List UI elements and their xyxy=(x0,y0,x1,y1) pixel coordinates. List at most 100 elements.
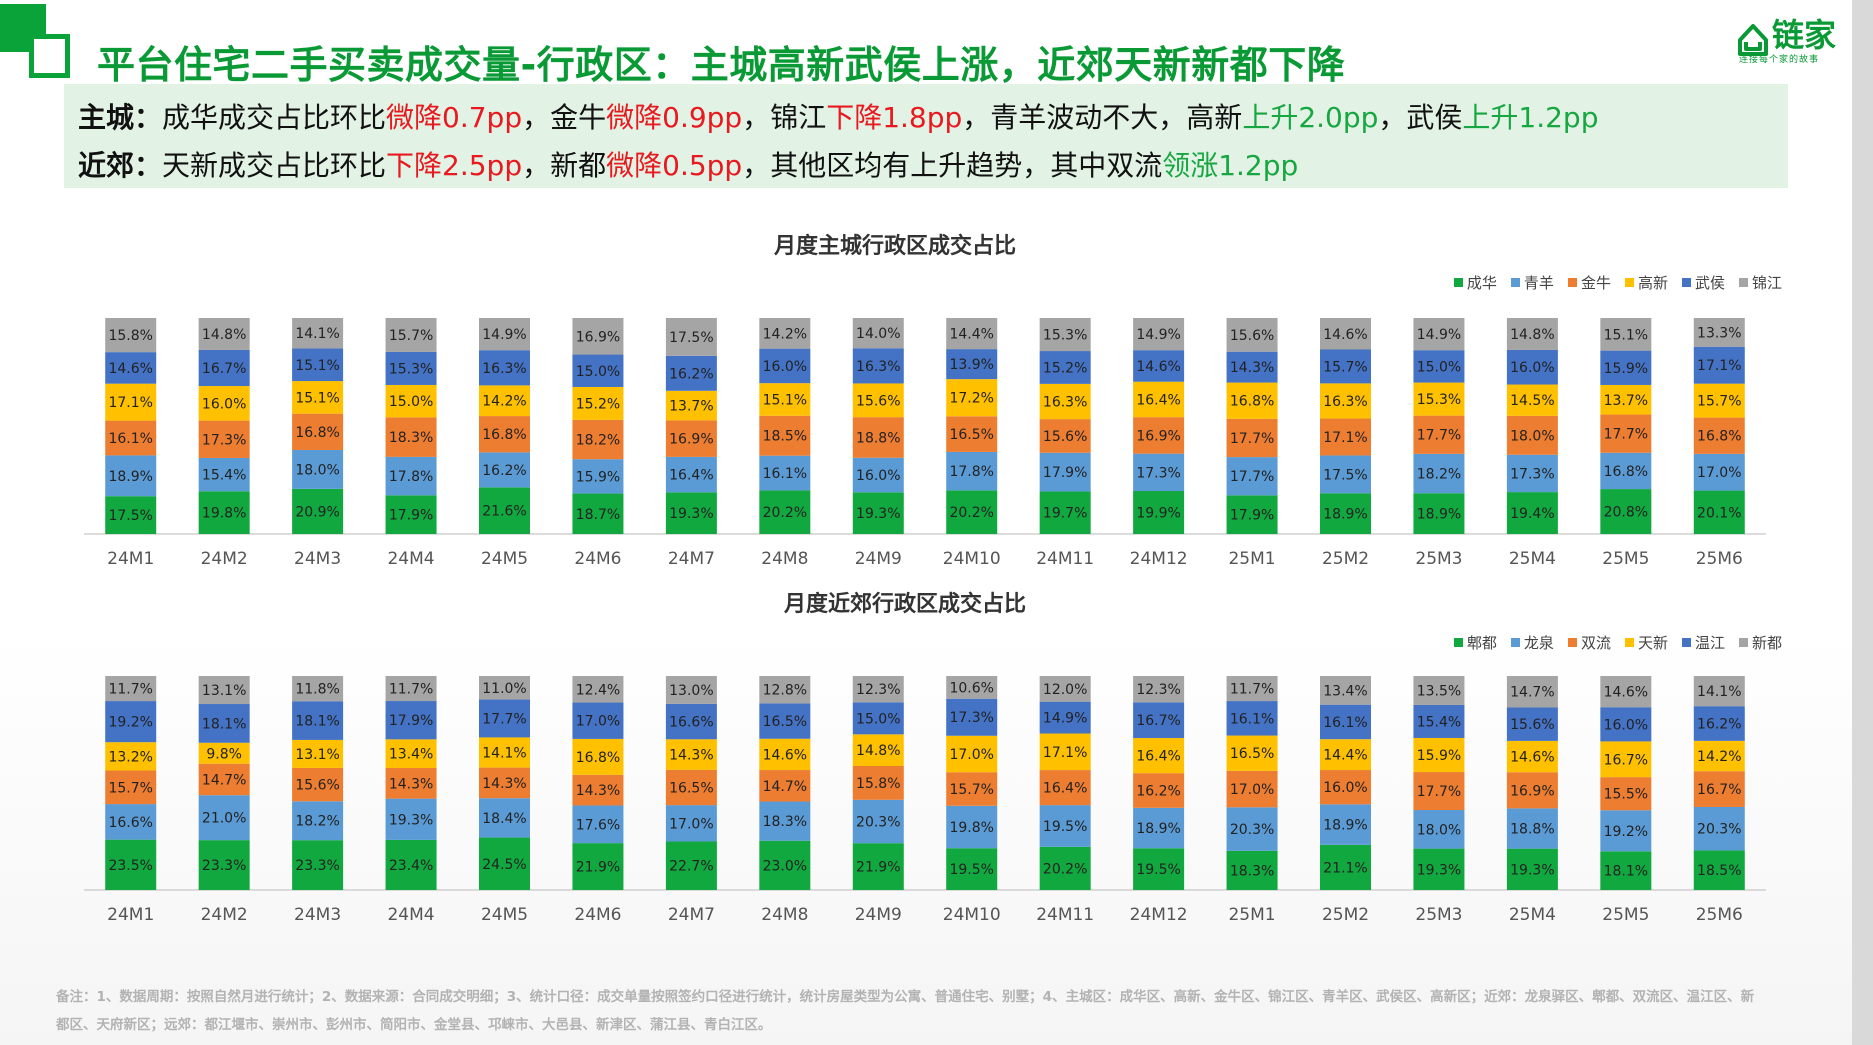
x-tick-label: 24M3 xyxy=(294,549,341,569)
bar-segment xyxy=(1413,772,1465,811)
bar-segment xyxy=(946,349,998,380)
bar-segment xyxy=(385,384,437,418)
bar-segment xyxy=(198,420,250,458)
bar-segment xyxy=(1320,739,1371,771)
data-label: 15.6% xyxy=(856,393,900,409)
bar-segment xyxy=(1226,351,1278,383)
bar-segment xyxy=(1039,383,1091,420)
data-label: 14.1% xyxy=(1697,684,1741,700)
data-label: 19.3% xyxy=(669,506,713,522)
legend-item: 龙泉 xyxy=(1510,634,1554,652)
data-label: 16.5% xyxy=(949,427,993,443)
data-label: 15.1% xyxy=(1604,327,1648,343)
bar-segment xyxy=(479,385,530,417)
data-label: 14.3% xyxy=(669,748,713,764)
data-label: 14.6% xyxy=(1510,750,1554,766)
data-label: 23.3% xyxy=(202,858,246,874)
data-label: 14.3% xyxy=(389,776,433,792)
data-label: 17.5% xyxy=(108,508,152,524)
data-label: 19.9% xyxy=(1136,506,1180,522)
summary-segment: ，新都 xyxy=(522,149,607,182)
data-label: 18.8% xyxy=(1510,822,1554,838)
data-label: 12.4% xyxy=(576,682,620,698)
data-label: 17.2% xyxy=(949,391,993,407)
data-label: 15.5% xyxy=(1604,787,1648,803)
bar-segment xyxy=(1693,676,1745,707)
bar-segment xyxy=(1133,676,1185,703)
x-tick-label: 25M3 xyxy=(1415,549,1462,569)
legend-label: 天新 xyxy=(1637,634,1668,652)
data-label: 16.9% xyxy=(1510,783,1554,799)
bar-segment xyxy=(479,798,530,838)
data-label: 24.5% xyxy=(482,857,526,873)
data-label: 18.1% xyxy=(1604,864,1648,880)
legend-label: 金牛 xyxy=(1580,274,1611,292)
bar-segment xyxy=(1693,806,1745,851)
data-label: 17.7% xyxy=(482,711,526,727)
bar-segment xyxy=(1133,381,1185,418)
bar-segment xyxy=(946,451,998,491)
data-label: 16.9% xyxy=(1136,428,1180,444)
data-label: 15.6% xyxy=(1230,328,1274,344)
bar-segment xyxy=(105,420,157,456)
summary-segment: 天新成交占比环比 xyxy=(162,149,387,182)
bar-segment xyxy=(572,676,624,703)
bar-segment xyxy=(479,767,530,799)
data-label: 15.2% xyxy=(1043,360,1087,376)
bar-segment xyxy=(946,490,998,534)
data-label: 15.1% xyxy=(295,358,339,374)
bar-segment xyxy=(292,739,344,768)
bar-segment xyxy=(1413,493,1465,534)
bar-segment xyxy=(292,676,344,702)
data-label: 18.3% xyxy=(1230,863,1274,879)
bar-segment xyxy=(1506,676,1558,708)
data-label: 17.3% xyxy=(1136,465,1180,481)
x-tick-label: 25M6 xyxy=(1696,549,1743,569)
bar-segment xyxy=(759,676,811,704)
data-label: 16.3% xyxy=(482,361,526,377)
data-label: 14.9% xyxy=(1417,327,1461,343)
data-label: 20.2% xyxy=(763,505,807,521)
data-label: 16.8% xyxy=(1604,464,1648,480)
bar-segment xyxy=(759,348,811,384)
bar-segment xyxy=(1413,415,1465,454)
data-label: 14.8% xyxy=(1510,327,1554,343)
bar-segment xyxy=(198,349,250,387)
data-label: 20.3% xyxy=(1230,822,1274,838)
bar-segment xyxy=(1693,771,1745,807)
data-label: 14.2% xyxy=(482,394,526,410)
data-label: 14.8% xyxy=(856,743,900,759)
data-label: 13.1% xyxy=(295,747,339,763)
bar-segment xyxy=(665,703,717,740)
data-label: 20.2% xyxy=(949,505,993,521)
bar-segment xyxy=(1320,804,1371,845)
bar-segment xyxy=(105,318,157,353)
data-label: 15.0% xyxy=(389,394,433,410)
data-label: 16.0% xyxy=(1510,360,1554,376)
bar-segment xyxy=(1600,810,1652,852)
data-label: 16.8% xyxy=(1697,429,1741,445)
data-label: 14.7% xyxy=(763,779,807,795)
x-tick-label: 24M11 xyxy=(1036,905,1094,925)
legend-label: 武侯 xyxy=(1694,274,1725,292)
bar-segment xyxy=(1039,452,1091,492)
bar-segment xyxy=(1600,414,1652,453)
data-label: 11.7% xyxy=(389,682,433,698)
data-label: 17.0% xyxy=(1697,465,1741,481)
bar-segment xyxy=(1226,495,1278,534)
bar-segment xyxy=(759,840,811,890)
data-label: 18.2% xyxy=(576,433,620,449)
summary-label: 近郊： xyxy=(78,149,163,182)
data-label: 18.0% xyxy=(295,462,339,478)
data-label: 15.3% xyxy=(1043,328,1087,344)
bar-segment xyxy=(1226,676,1278,702)
data-label: 12.3% xyxy=(1136,682,1180,698)
legend-swatch xyxy=(1624,638,1634,647)
bar-segment xyxy=(1039,318,1091,352)
data-label: 21.6% xyxy=(482,504,526,520)
bar-segment xyxy=(105,839,157,890)
data-label: 16.8% xyxy=(576,750,620,766)
bar-segment xyxy=(385,417,437,457)
data-label: 15.4% xyxy=(1417,714,1461,730)
data-label: 11.0% xyxy=(482,681,526,697)
